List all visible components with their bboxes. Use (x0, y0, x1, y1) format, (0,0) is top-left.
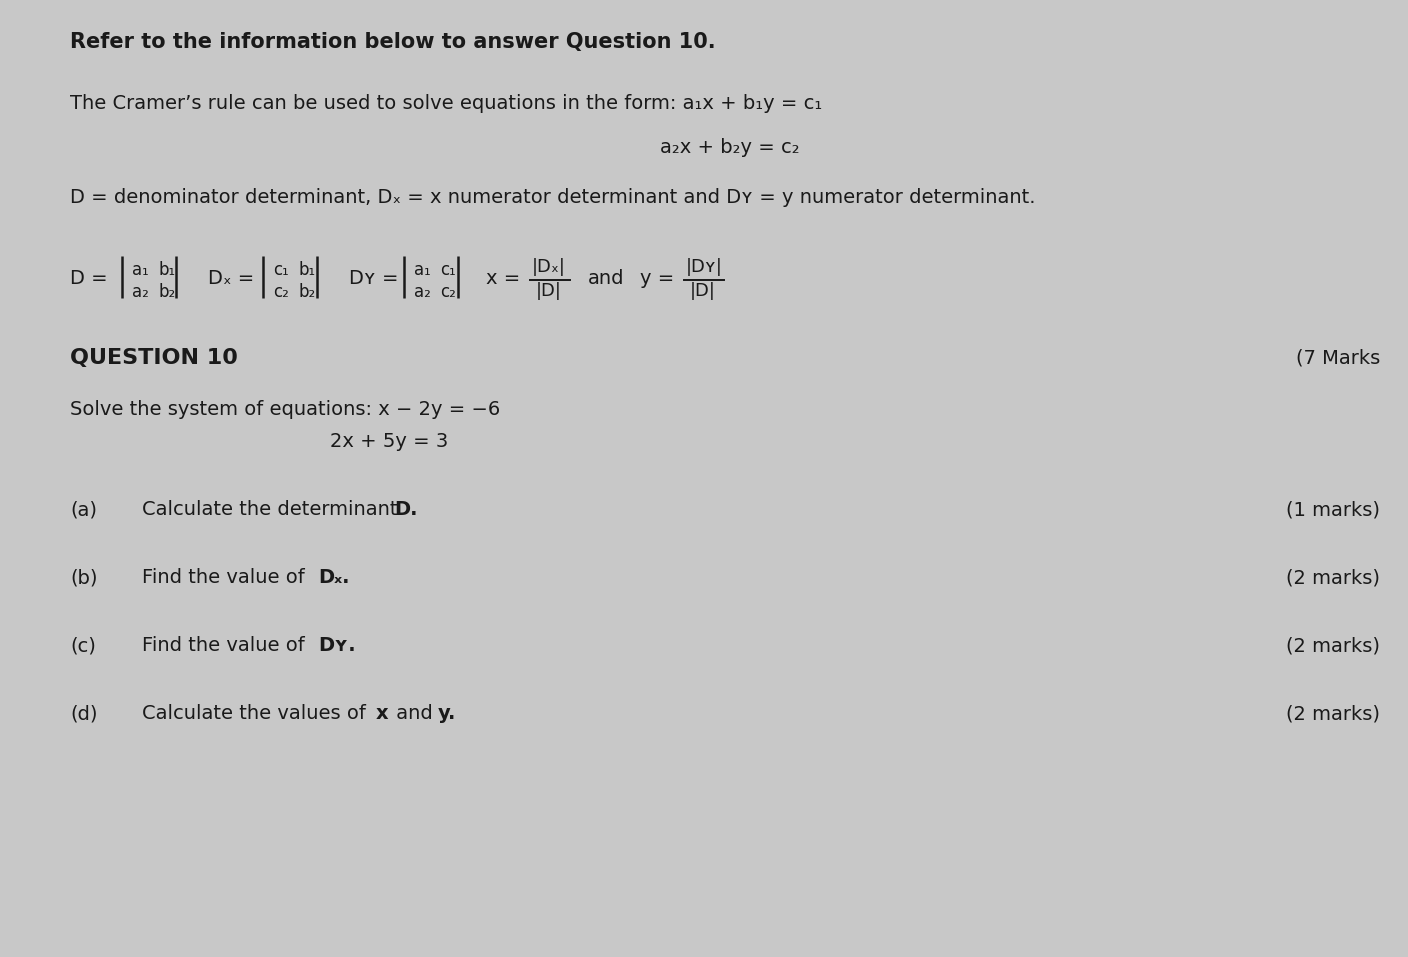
Text: a₂: a₂ (132, 283, 149, 301)
Text: Calculate the values of: Calculate the values of (142, 704, 372, 723)
Text: and: and (390, 704, 439, 723)
Text: The Cramer’s rule can be used to solve equations in the form: a₁x + b₁y = c₁: The Cramer’s rule can be used to solve e… (70, 94, 822, 113)
Text: |Dʏ|: |Dʏ| (686, 258, 722, 276)
Text: x =: x = (486, 269, 520, 287)
Text: D =: D = (70, 269, 107, 287)
Text: Dʏ.: Dʏ. (318, 636, 356, 655)
Text: y.: y. (438, 704, 456, 723)
Text: D.: D. (394, 500, 418, 519)
Text: a₁: a₁ (414, 261, 431, 279)
Text: x: x (376, 704, 389, 723)
Text: |D|: |D| (690, 282, 715, 300)
Text: (c): (c) (70, 636, 96, 655)
Text: b₂: b₂ (298, 283, 317, 301)
Text: Refer to the information below to answer Question 10.: Refer to the information below to answer… (70, 32, 715, 52)
Text: b₂: b₂ (158, 283, 175, 301)
Text: 2x + 5y = 3: 2x + 5y = 3 (329, 432, 448, 451)
Text: Find the value of: Find the value of (142, 636, 311, 655)
Text: Solve the system of equations: x − 2y = −6: Solve the system of equations: x − 2y = … (70, 400, 500, 419)
Text: Dₓ =: Dₓ = (208, 269, 255, 287)
Text: a₂x + b₂y = c₂: a₂x + b₂y = c₂ (660, 138, 800, 157)
Text: (d): (d) (70, 704, 97, 723)
Text: D = denominator determinant, Dₓ = x numerator determinant and Dʏ = y numerator d: D = denominator determinant, Dₓ = x nume… (70, 188, 1035, 207)
Text: c₂: c₂ (273, 283, 289, 301)
Text: c₁: c₁ (273, 261, 289, 279)
Text: (1 marks): (1 marks) (1286, 500, 1380, 519)
Text: (2 marks): (2 marks) (1286, 704, 1380, 723)
Text: QUESTION 10: QUESTION 10 (70, 348, 238, 368)
Text: (b): (b) (70, 568, 97, 587)
Text: Calculate the determinant: Calculate the determinant (142, 500, 404, 519)
Text: a₂: a₂ (414, 283, 431, 301)
Text: |D|: |D| (536, 282, 562, 300)
Text: c₂: c₂ (439, 283, 456, 301)
Text: (2 marks): (2 marks) (1286, 636, 1380, 655)
Text: b₁: b₁ (298, 261, 317, 279)
Text: (a): (a) (70, 500, 97, 519)
Text: Dₓ.: Dₓ. (318, 568, 349, 587)
Text: Find the value of: Find the value of (142, 568, 311, 587)
Text: |Dₓ|: |Dₓ| (532, 258, 566, 276)
Text: (2 marks): (2 marks) (1286, 568, 1380, 587)
Text: and: and (589, 269, 625, 287)
Text: (7 Marks: (7 Marks (1295, 348, 1380, 367)
Text: c₁: c₁ (439, 261, 456, 279)
Text: b₁: b₁ (158, 261, 175, 279)
Text: a₁: a₁ (132, 261, 149, 279)
Text: Dʏ =: Dʏ = (349, 269, 398, 287)
Text: y =: y = (641, 269, 674, 287)
